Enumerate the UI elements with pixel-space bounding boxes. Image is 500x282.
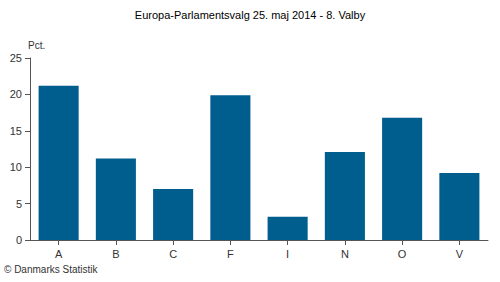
svg-text:B: B <box>112 248 119 260</box>
svg-text:Pct.: Pct. <box>28 40 45 51</box>
svg-text:O: O <box>398 248 407 260</box>
svg-text:10: 10 <box>10 161 22 173</box>
svg-text:F: F <box>227 248 234 260</box>
svg-text:A: A <box>55 248 63 260</box>
svg-text:15: 15 <box>10 125 22 137</box>
svg-text:5: 5 <box>16 198 22 210</box>
svg-text:N: N <box>341 248 349 260</box>
svg-text:V: V <box>456 248 464 260</box>
svg-text:20: 20 <box>10 88 22 100</box>
svg-text:© Danmarks Statistik: © Danmarks Statistik <box>4 264 99 275</box>
svg-text:I: I <box>286 248 289 260</box>
svg-text:C: C <box>169 248 177 260</box>
svg-text:Europa-Parlamentsvalg 25. maj: Europa-Parlamentsvalg 25. maj 2014 - 8. … <box>135 9 366 21</box>
svg-text:25: 25 <box>10 52 22 64</box>
svg-text:0: 0 <box>16 234 22 246</box>
